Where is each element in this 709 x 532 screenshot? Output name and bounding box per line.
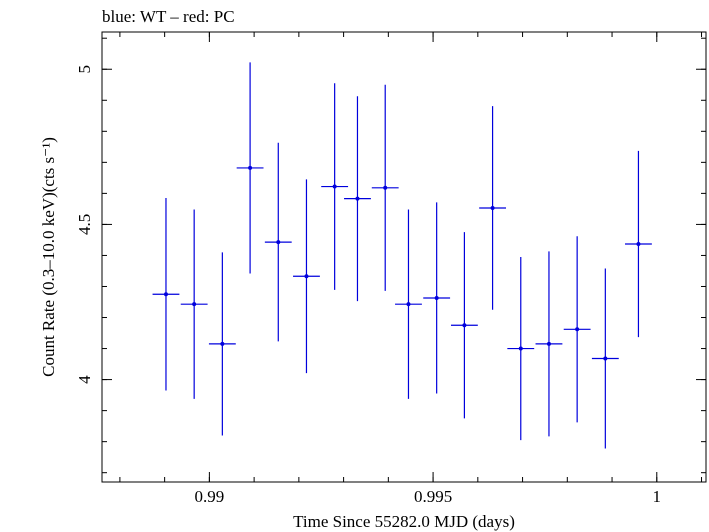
- y-tick-label: 5: [75, 65, 94, 74]
- data-point: [208, 252, 236, 436]
- data-point: [507, 257, 535, 441]
- point-marker: [636, 241, 641, 246]
- axis-ticks: [102, 32, 706, 482]
- tick-labels: 0.99 0.995 1 4 4.5 5: [75, 65, 661, 506]
- point-marker: [575, 327, 580, 332]
- point-marker: [163, 292, 168, 297]
- point-marker: [276, 240, 281, 245]
- point-marker: [332, 184, 337, 189]
- point-marker: [355, 196, 360, 201]
- data-point: [371, 84, 399, 291]
- point-marker: [462, 323, 467, 328]
- data-point: [293, 179, 320, 374]
- data-point: [625, 150, 652, 338]
- plot-frame: [101, 31, 707, 483]
- x-tick-label: 1: [653, 487, 662, 506]
- y-axis-label: Count Rate (0.3–10.0 keV)(cts s⁻¹): [39, 137, 58, 377]
- point-marker: [518, 346, 523, 351]
- y-tick-label: 4.5: [75, 214, 94, 235]
- x-tick-label: 0.995: [414, 487, 452, 506]
- data-point: [321, 83, 349, 290]
- data-point: [152, 198, 180, 391]
- point-marker: [192, 302, 197, 307]
- point-marker: [490, 205, 495, 210]
- data-marks: [152, 62, 652, 449]
- data-point: [180, 209, 208, 399]
- data-point: [395, 209, 422, 399]
- point-marker: [304, 274, 309, 279]
- x-tick-label: 0.99: [195, 487, 225, 506]
- data-point: [535, 251, 563, 437]
- data-point: [563, 236, 591, 423]
- data-point: [344, 96, 371, 302]
- point-marker: [383, 185, 388, 190]
- data-point: [450, 232, 478, 419]
- data-point: [423, 202, 451, 394]
- data-point: [264, 142, 292, 342]
- data-point: [591, 268, 619, 449]
- data-point: [479, 106, 507, 310]
- x-axis-label: Time Since 55282.0 MJD (days): [293, 512, 515, 531]
- point-marker: [546, 341, 551, 346]
- chart-title: blue: WT – red: PC: [102, 7, 235, 26]
- point-marker: [434, 295, 439, 300]
- data-point: [236, 62, 264, 274]
- point-marker: [603, 356, 608, 361]
- y-tick-label: 4: [75, 375, 94, 384]
- point-marker: [248, 165, 253, 170]
- point-marker: [406, 302, 411, 307]
- point-marker: [220, 341, 225, 346]
